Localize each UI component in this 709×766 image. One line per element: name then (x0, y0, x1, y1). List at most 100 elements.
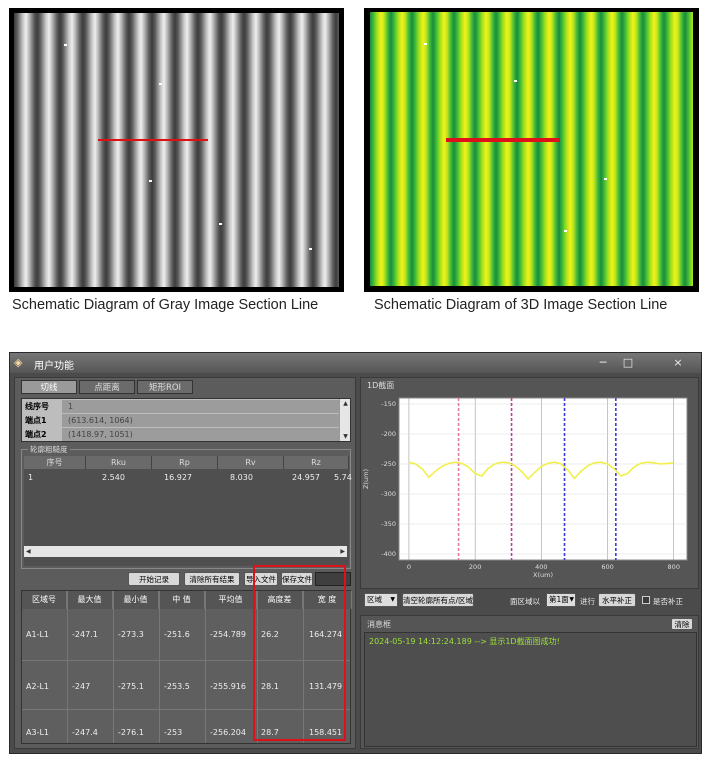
control-bar: 区域 ▼ 清空轮廓所有点/区域 面区域以 第1面 ▼ 进行 水平补正 是否补正 (360, 593, 699, 611)
3d-stripe-image (370, 12, 693, 286)
region-cell: 131.479 (309, 682, 343, 691)
region-header: 高度差 (257, 591, 303, 609)
height-width-highlight (253, 565, 346, 741)
x-tick-label: 400 (535, 563, 547, 571)
y-tick-label: -350 (381, 520, 396, 528)
speck (564, 230, 567, 232)
speck (309, 248, 312, 250)
tab-rect-roi[interactable]: 矩形ROI (137, 380, 193, 394)
region-header: 最小值 (113, 591, 159, 609)
roughness-header: Rp (152, 456, 218, 469)
region-cell: 164.274 (309, 630, 343, 639)
y-tick-label: -300 (381, 490, 396, 498)
roughness-cell: 24.957 (292, 473, 320, 482)
profile-series-line (408, 461, 674, 481)
endpoint2-value[interactable]: (1418.97, 1051) (62, 428, 340, 441)
3d-section-line (446, 138, 560, 142)
col-divider (257, 591, 258, 743)
line-index-value[interactable]: 1 (62, 400, 340, 413)
chart-title: 1D截面 (367, 381, 395, 390)
region-cell: -254.789 (210, 630, 246, 639)
y-axis-label: Z(um) (362, 469, 370, 489)
col-divider (205, 591, 206, 743)
face-combo[interactable]: 第1面 ▼ (546, 593, 576, 607)
region-combo[interactable]: 区域 ▼ (364, 593, 398, 607)
close-button[interactable]: × (673, 356, 683, 369)
minimize-button[interactable]: ─ (599, 356, 607, 369)
region-table: 区域号 最大值 最小值 中 值 平均值 高度差 宽 度 A1-L1 -247.1… (21, 590, 352, 744)
y-tick-label: -400 (381, 550, 396, 558)
roughness-cell: 5.74 (334, 473, 352, 482)
region-cell: 28.1 (261, 682, 279, 691)
start-record-button[interactable]: 开始记录 (128, 572, 180, 586)
gray-image-panel (9, 8, 344, 292)
row-divider (22, 660, 350, 661)
correction-check-label: 是否补正 (653, 597, 683, 606)
scroll-up-icon[interactable]: ▲ (343, 400, 348, 407)
message-area: 2024-05-19 14:12:24.189 --> 显示1D截面图成功! (364, 632, 697, 747)
speck (219, 223, 222, 225)
region-cell: -255.916 (210, 682, 246, 691)
region-header: 平均值 (205, 591, 257, 609)
scroll-down-icon[interactable]: ▼ (343, 433, 348, 440)
line-index-label: 线序号 (25, 402, 49, 411)
file-combo[interactable] (315, 572, 351, 586)
roughness-legend: 轮廓粗糙度 (28, 444, 70, 455)
region-cell: -247.4 (72, 728, 98, 737)
info-scrollbar[interactable]: ▲ ▼ (339, 399, 350, 441)
endpoint2-label: 端点2 (25, 430, 47, 439)
gray-section-line (98, 139, 208, 141)
chevron-down-icon: ▼ (390, 596, 395, 603)
region-cell: -256.204 (210, 728, 246, 737)
message-text: 2024-05-19 14:12:24.189 --> 显示1D截面图成功! (369, 637, 560, 646)
clear-results-button[interactable]: 清除所有结果 (184, 572, 240, 586)
speck (424, 43, 427, 45)
chevron-down-icon: ▼ (569, 596, 574, 603)
row-divider (22, 709, 350, 710)
app-logo-icon: ◈ (14, 356, 23, 369)
correction-checkbox[interactable] (642, 596, 650, 604)
do-label: 进行 (580, 597, 595, 606)
x-tick-label: 0 (407, 563, 411, 571)
roughness-header: Rv (218, 456, 284, 469)
roughness-cell: 2.540 (102, 473, 125, 482)
endpoint1-value[interactable]: (613.614, 1064) (62, 414, 340, 427)
scroll-right-icon[interactable]: ▶ (340, 548, 345, 555)
import-file-button[interactable]: 导入文件 (244, 572, 278, 586)
left-panel: 切线 点距离 矩形ROI 线序号 1 端点1 (613.614, 1064) 端… (14, 377, 356, 749)
region-header: 最大值 (67, 591, 113, 609)
level-correction-button[interactable]: 水平补正 (598, 593, 636, 607)
plot-area (398, 397, 688, 561)
y-tick-label: -200 (381, 430, 396, 438)
roughness-header: 序号 (24, 456, 86, 469)
x-axis-label: X(um) (533, 571, 553, 579)
x-tick-label: 800 (668, 563, 680, 571)
region-cell: A3-L1 (26, 728, 49, 737)
save-file-button[interactable]: 保存文件 (281, 572, 313, 586)
region-cell: 158.451 (309, 728, 343, 737)
profile-chart[interactable]: 0 200 400 600 800 -150 -200 -250 -300 -350 -400 X(u… (361, 392, 698, 588)
col-divider (113, 591, 114, 743)
clear-points-regions-button[interactable]: 清空轮廓所有点/区域 (402, 593, 474, 607)
gray-stripe-image (14, 13, 339, 287)
region-cell: -253 (164, 728, 183, 737)
speck (64, 44, 67, 46)
scroll-left-icon[interactable]: ◀ (26, 548, 31, 555)
message-title: 消息框 (367, 620, 391, 629)
region-cell: -251.6 (164, 630, 190, 639)
tab-section-line[interactable]: 切线 (21, 380, 77, 394)
region-cell: 28.7 (261, 728, 279, 737)
maximize-button[interactable]: □ (622, 356, 634, 369)
speck (514, 80, 517, 82)
chart-panel: 1D截面 0 200 400 600 800 -150 -200 -250 -300 -350 -4… (360, 377, 699, 589)
title-bar: ◈ 用户功能 ─ □ × (10, 353, 701, 373)
roughness-hscroll[interactable]: ◀ ▶ (24, 546, 347, 557)
3d-caption: Schematic Diagram of 3D Image Section Li… (374, 297, 668, 313)
clear-messages-button[interactable]: 清除 (671, 618, 693, 630)
roughness-cell: 8.030 (230, 473, 253, 482)
tab-point-distance[interactable]: 点距离 (79, 380, 135, 394)
line-info-row: 端点2 (1418.97, 1051) (22, 428, 340, 441)
col-divider (67, 591, 68, 743)
y-tick-label: -250 (381, 460, 396, 468)
x-tick-label: 600 (601, 563, 613, 571)
